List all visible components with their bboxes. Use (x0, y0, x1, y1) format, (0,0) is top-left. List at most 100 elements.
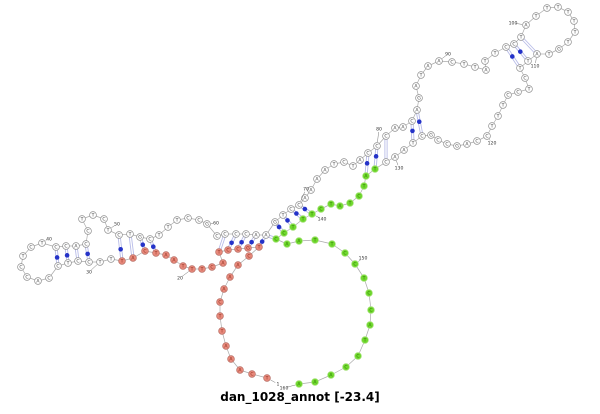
nucleotide-base-letter: T (501, 103, 505, 109)
bond-annotation-dot (229, 240, 234, 246)
nucleotide-base-letter: A (535, 52, 539, 58)
nucleotide-base-letter: C (215, 234, 218, 240)
nucleotide-node (164, 223, 172, 231)
nucleotide-node (415, 94, 423, 102)
nucleotide-base-letter: C (84, 242, 87, 248)
nucleotide-base-letter: C (420, 134, 423, 140)
nucleotide-base-letter: A (224, 344, 228, 350)
nucleotide-base-letter: C (436, 138, 439, 144)
nucleotide-node (360, 182, 368, 190)
nucleotide-node (354, 352, 362, 360)
nucleotide-node (38, 239, 46, 247)
nucleotide-base-letter: T (218, 314, 222, 320)
position-label: 130 (395, 166, 404, 172)
nucleotide-node (27, 243, 35, 251)
nucleotide-base-letter: C (353, 262, 356, 268)
nucleotide-node (564, 8, 572, 16)
nucleotide-node (510, 40, 518, 48)
nucleotide-base-letter: C (54, 245, 57, 251)
position-label: 120 (488, 141, 497, 147)
nucleotide-base-letter: C (87, 260, 90, 266)
position-label-tick (45, 240, 47, 242)
nucleotide-node (295, 237, 303, 245)
nucleotide-node (213, 232, 221, 240)
nucleotide-base-letter: A (315, 177, 319, 183)
nucleotide-base-letter: T (190, 267, 194, 273)
nucleotide-node (488, 122, 496, 130)
nucleotide-node (308, 210, 316, 218)
nucleotide-base-letter: T (351, 164, 355, 170)
nucleotide-base-letter: T (21, 254, 25, 260)
nucleotide-base-letter: A (401, 125, 405, 131)
position-label: 150 (359, 256, 368, 262)
nucleotide-node (85, 258, 93, 266)
nucleotide-base-letter: A (414, 84, 418, 90)
position-label: 20 (177, 276, 183, 282)
nucleotide-base-letter: C (250, 372, 253, 378)
nucleotide-node (311, 378, 319, 386)
nucleotide-base-letter: C (102, 217, 105, 223)
nucleotide-node (351, 260, 359, 268)
nucleotide-node (216, 312, 224, 320)
nucleotide-base-letter: C (148, 237, 151, 243)
nucleotide-base-letter: C (117, 233, 120, 239)
position-label-tick (270, 379, 276, 383)
nucleotide-node (283, 240, 291, 248)
nucleotide-base-letter: T (332, 162, 336, 168)
nucleotide-node (364, 149, 372, 157)
nucleotide-base-letter: T (573, 30, 577, 36)
nucleotide-base-letter: A (297, 382, 301, 388)
nucleotide-node (522, 21, 530, 29)
nucleotide-node (54, 262, 62, 270)
nucleotide-base-letter: T (496, 114, 500, 120)
nucleotide-base-letter: T (154, 251, 158, 257)
nucleotide-node (382, 158, 390, 166)
nucleotide-base-letter: C (19, 265, 22, 271)
nucleotide-base-letter: T (175, 218, 179, 224)
nucleotide-node (72, 242, 80, 250)
nucleotide-base-letter: A (313, 380, 317, 386)
nucleotide-node (427, 131, 435, 139)
nucleotide-base-letter: A (297, 239, 301, 245)
nucleotide-base-letter: A (309, 188, 313, 194)
nucleotide-node (162, 251, 170, 259)
nucleotide-node (141, 247, 149, 255)
nucleotide-node (78, 215, 86, 223)
nucleotide-base-letter: C (523, 76, 526, 82)
nucleotide-node (391, 124, 399, 132)
nucleotide-base-letter: C (143, 249, 146, 255)
nucleotide-node (491, 49, 499, 57)
nucleotide-node (409, 139, 417, 147)
nucleotide-node (555, 45, 563, 53)
position-label-tick (91, 264, 98, 271)
nucleotide-base-letter: T (98, 260, 102, 266)
nucleotide-node (244, 244, 252, 252)
nucleotide-node (571, 28, 579, 36)
nucleotide-base-letter: C (485, 134, 488, 140)
nucleotide-base-letter: C (234, 232, 237, 238)
nucleotide-node (399, 123, 407, 131)
nucleotide-node (554, 3, 562, 11)
nucleotide-base-letter: C (86, 229, 89, 235)
nucleotide-node (391, 153, 399, 161)
nucleotide-base-letter: C (247, 254, 250, 260)
nucleotide-node (220, 285, 228, 293)
nucleotide-base-letter: A (437, 59, 441, 65)
nucleotide-node (115, 231, 123, 239)
bond-annotation-dot (285, 218, 290, 223)
nucleotide-base-letter: T (91, 213, 95, 219)
bond-annotation-dot (140, 242, 146, 247)
nucleotide-base-letter: A (402, 148, 406, 154)
nucleotide-base-letter: A (164, 253, 168, 259)
nucleotide-base-letter: C (504, 45, 507, 51)
nucleotide-base-letter: C (297, 203, 300, 209)
nucleotide-base-letter: A (228, 275, 232, 281)
nucleotide-base-letter: T (109, 257, 113, 263)
nucleotide-node (543, 4, 551, 12)
nucleotide-base-letter: A (221, 261, 225, 267)
nucleotide-base-letter: C (343, 251, 346, 257)
nucleotide-base-letter: C (512, 42, 515, 48)
nucleotide-base-letter: T (128, 232, 132, 238)
nucleotide-node (100, 215, 108, 223)
